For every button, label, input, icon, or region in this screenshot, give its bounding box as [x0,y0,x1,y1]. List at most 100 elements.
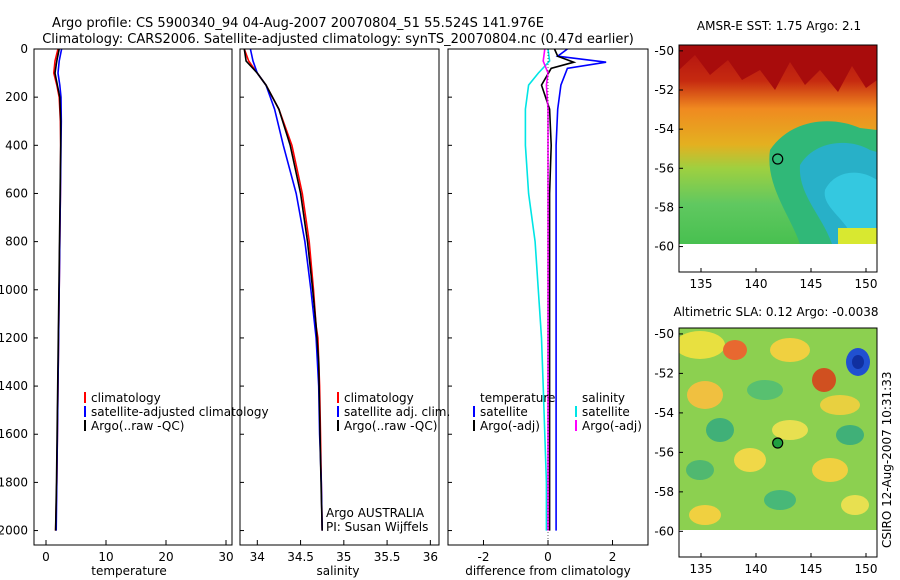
lat-tick-label: -56 [654,445,674,459]
sla-blob [770,338,810,362]
x-tick-label: 2 [609,550,617,564]
sla-blob [687,381,723,409]
sla-blob [679,331,725,359]
lon-tick-label: 145 [800,277,823,291]
lat-tick-label: -58 [654,485,674,499]
lon-tick-label: 140 [745,562,768,576]
lat-tick-label: -54 [654,406,674,420]
y-tick-label: 1600 [0,427,28,441]
sla-no-data-strip [679,530,877,557]
sla-blob [723,340,747,360]
amsre-sst-panel: AMSR-E SST: 1.75 Argo: 2.1 135 140 145 150 -… [654,19,878,291]
salinity-plot-frame [239,48,440,546]
y-tick-label: 400 [5,138,28,152]
salinity-series-lines [243,48,323,531]
x-tick-label: 20 [158,550,173,564]
series-line-satellite-adj-clim [249,48,323,531]
argo-float-marker [772,437,784,449]
legend-label-climatology: climatology [344,391,414,405]
y-tick-label: 800 [5,235,28,249]
sla-blob [734,448,766,472]
difference-series-lines [524,48,607,545]
sst-no-data-strip [679,244,877,272]
lat-tick-label: -60 [654,524,674,538]
difference-axis-ticks: -2 0 2 [448,48,617,564]
lat-tick-label: -52 [654,366,674,380]
sla-axis-ticks: 135 140 145 150 -50 -52 -54 -56 -58 -60 [654,327,877,576]
sla-blob [841,495,869,515]
x-tick-label: 0 [42,550,50,564]
sla-plot-frame [678,327,878,558]
series-line-argo-raw-qc [54,48,62,531]
sst-warm-front [679,45,877,92]
legend-label-sal-argo: Argo(-adj) [582,419,642,433]
sla-blob [812,368,836,392]
y-tick-label: 600 [5,186,28,200]
legend-label-temp-argo: Argo(-adj) [480,419,540,433]
temperature-series-lines [52,48,63,531]
lat-tick-label: -60 [654,240,674,254]
argo-australia-label: Argo AUSTRALIA [326,506,425,520]
difference-panel: -2 0 2 difference from climatology tempera… [447,48,649,578]
sla-blob [812,458,848,482]
x-tick-label: 34 [250,550,265,564]
lat-tick-label: -50 [654,327,674,341]
sst-missing-patch [838,228,877,244]
lat-tick-label: -52 [654,83,674,97]
figure-title-line1: Argo profile: CS 5900340_94 04-Aug-2007 … [52,16,544,31]
y-tick-label: 1000 [0,283,28,297]
y-tick-label: 1200 [0,331,28,345]
salinity-axis-ticks: 34 34.5 35 35.5 36 [240,48,438,564]
x-tick-label: 0 [544,550,552,564]
sla-blob [820,395,860,415]
series-line-temperature-satellite [555,48,607,531]
depth-axis-ticks: 0 200 400 600 800 1000 1200 1400 1600 1800 2000 [0,42,38,538]
sla-blob [772,420,808,440]
amsre-sst-title: AMSR-E SST: 1.75 Argo: 2.1 [697,19,861,33]
difference-legend: temperature satellite Argo(-adj) salinit… [473,391,642,433]
sla-blob [852,355,864,369]
altimetric-sla-panel: Altimetric SLA: 0.12 Argo: -0.0038 [654,305,878,576]
series-line-argo-raw-qc [243,48,323,531]
series-line-salinity-satellite [524,48,551,531]
x-tick-label: 10 [98,550,113,564]
sla-blob [764,490,796,510]
difference-axis-label: difference from climatology [465,564,631,578]
series-line-temperature-argo-adj [540,48,577,531]
sla-blob [836,425,864,445]
lat-tick-label: -54 [654,122,674,136]
x-tick-label: -2 [477,550,489,564]
x-tick-label: 35 [336,550,351,564]
x-tick-label: 34.5 [287,550,314,564]
sst-cold-core [824,172,877,232]
sla-blob [706,418,734,442]
x-tick-label: 36 [423,550,438,564]
lat-tick-label: -50 [654,44,674,58]
lon-tick-label: 145 [800,562,823,576]
y-tick-label: 2000 [0,524,28,538]
lon-tick-label: 135 [690,277,713,291]
sst-heatmap [679,45,877,272]
lat-tick-label: -56 [654,161,674,175]
legend-group-title-salinity: salinity [582,391,625,405]
salinity-panel: 34 34.5 35 35.5 36 salinity climatology sate… [239,48,450,578]
legend-label-argo: Argo(..raw -QC) [344,419,437,433]
y-tick-label: 1800 [0,475,28,489]
sst-axis-ticks: 135 140 145 150 -50 -52 -54 -56 -58 -60 [654,44,877,291]
sla-blob [686,460,714,480]
temperature-legend: climatology satellite-adjusted climatolo… [84,391,269,433]
sla-heatmap [679,328,877,557]
legend-group-title-temperature: temperature [480,391,555,405]
lon-tick-label: 150 [855,277,878,291]
sst-plot-frame [678,44,878,273]
sla-blob [689,505,721,525]
lon-tick-label: 135 [690,562,713,576]
y-tick-label: 200 [5,90,28,104]
altimetric-sla-title: Altimetric SLA: 0.12 Argo: -0.0038 [673,305,878,319]
y-tick-label: 0 [20,42,28,56]
legend-label-argo: Argo(..raw -QC) [91,419,184,433]
lat-tick-label: -58 [654,200,674,214]
legend-label-temp-satellite: satellite [480,405,528,419]
temperature-axis-ticks: 0 10 20 30 [42,540,234,564]
